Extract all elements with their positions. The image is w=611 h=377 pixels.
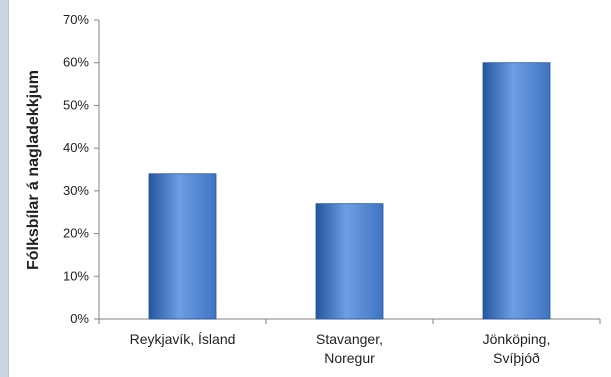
bar bbox=[148, 173, 217, 320]
y-tick-label: 50% bbox=[63, 97, 89, 112]
y-tick-labels: 0% 10% 20% 30% 40% 50% 60% 70% bbox=[63, 12, 89, 326]
bars bbox=[148, 62, 551, 320]
x-tick-labels: Reykjavík, Ísland Stavanger, Noregur Jönköp… bbox=[130, 331, 551, 366]
y-tick-label: 20% bbox=[63, 226, 89, 241]
x-tick-label: Reykjavík, Ísland bbox=[130, 331, 236, 347]
bar bbox=[315, 203, 384, 320]
bar bbox=[482, 62, 551, 320]
y-tick-label: 70% bbox=[63, 12, 89, 27]
y-tick-label: 40% bbox=[63, 140, 89, 155]
y-tick-label: 60% bbox=[63, 55, 89, 70]
y-tick-label: 0% bbox=[70, 311, 89, 326]
y-axis-label: Fólksbílar á nagladekkjum bbox=[25, 70, 42, 270]
y-tick-label: 30% bbox=[63, 183, 89, 198]
x-tick-label: Jönköping, Svíþjóð bbox=[483, 331, 551, 366]
x-tick-label: Stavanger, Noregur bbox=[316, 331, 383, 366]
y-tick-label: 10% bbox=[63, 268, 89, 283]
